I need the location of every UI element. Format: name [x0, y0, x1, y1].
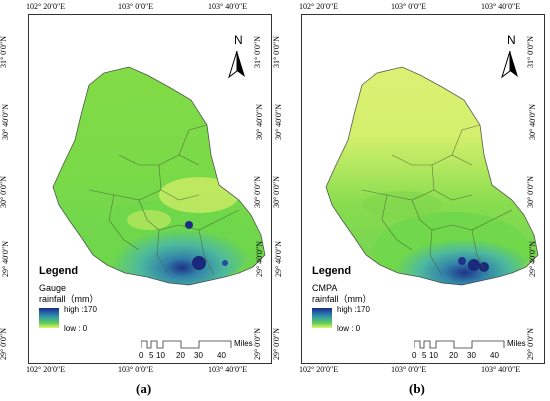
scale-num: 40: [490, 351, 499, 360]
scale-num: 5: [149, 351, 154, 360]
ramp-low-label: low : 0: [64, 324, 88, 333]
legend-title: Legend: [312, 265, 352, 277]
right-lat-label: 29° 40′0″N: [528, 240, 538, 278]
top-lon-label: 103° 0′0″E: [391, 2, 427, 11]
map-frame: N Legend CMPA rainfall（mm） high :170 low…: [301, 14, 545, 364]
bottom-lon-label: 103° 40′0″E: [481, 365, 521, 374]
scale-num: 10: [156, 351, 165, 360]
scale-num: 30: [467, 351, 476, 360]
scale-num: 40: [217, 351, 226, 360]
scale-num: 30: [194, 351, 203, 360]
rainfall-map-gauge: [52, 66, 266, 286]
left-lat-label: 29° 0′0″N: [0, 327, 9, 361]
right-lat-label: 30° 0′0″N: [526, 175, 536, 209]
left-lat-label: 30° 40′0″N: [1, 103, 11, 141]
legend-line-2: rainfall（mm）: [312, 294, 372, 304]
bottom-lon-label: 102° 20′0″E: [299, 365, 339, 374]
panel-label: (b): [409, 381, 425, 396]
panel-label: (a): [136, 381, 152, 396]
map-frame: N Legend Gauge rainfall（mm） high :170 lo…: [28, 14, 272, 364]
right-lat-label: 29° 40′0″N: [255, 240, 265, 278]
north-arrow-icon: [228, 50, 245, 79]
scale-unit: Miles: [234, 339, 253, 348]
left-lat-label: 29° 40′0″N: [1, 240, 11, 278]
right-lat-label: 30° 40′0″N: [528, 103, 538, 141]
right-lat-label: 29° 0′0″N: [253, 327, 263, 361]
scale-num: 10: [429, 351, 438, 360]
left-lat-label: 30° 0′0″N: [0, 175, 9, 209]
north-label: N: [507, 33, 516, 47]
legend-line-1: Gauge: [39, 283, 67, 293]
left-lat-label: 30° 0′0″N: [272, 175, 282, 209]
left-lat-label: 31° 0′0″N: [0, 35, 9, 69]
scale-unit: Miles: [507, 339, 526, 348]
right-lat-label: 30° 40′0″N: [255, 103, 265, 141]
legend-line-1: CMPA: [312, 283, 338, 293]
right-lat-label: 30° 0′0″N: [253, 175, 263, 209]
left-lat-label: 31° 0′0″N: [272, 35, 282, 69]
scale-bar: [414, 340, 505, 349]
right-lat-label: 29° 0′0″N: [526, 327, 536, 361]
map-panel-a: 102° 20′0″E 103° 0′0″E 103° 40′0″E: [0, 0, 275, 401]
scale-num: 0: [139, 351, 144, 360]
right-lat-label: 31° 0′0″N: [526, 35, 536, 69]
scale-num: 5: [422, 351, 427, 360]
left-lat-label: 29° 0′0″N: [272, 327, 282, 361]
map-panel-b: 102° 20′0″E 103° 0′0″E 103° 40′0″E: [272, 0, 548, 401]
color-ramp: [39, 308, 59, 328]
left-lat-label: 29° 40′0″N: [274, 240, 284, 278]
ramp-high-label: high :170: [337, 305, 370, 314]
bottom-lon-label: 103° 0′0″E: [118, 365, 154, 374]
scale-num: 20: [449, 351, 458, 360]
bottom-lon-label: 103° 40′0″E: [208, 365, 248, 374]
top-lon-label: 103° 40′0″E: [208, 2, 248, 11]
legend-line-2: rainfall（mm）: [39, 294, 99, 304]
north-label: N: [234, 33, 243, 47]
scale-bar: [141, 340, 232, 349]
left-lat-label: 30° 40′0″N: [274, 103, 284, 141]
top-lon-label: 102° 20′0″E: [26, 2, 66, 11]
legend-title: Legend: [39, 265, 79, 277]
right-lat-label: 31° 0′0″N: [253, 35, 263, 69]
north-arrow-icon: [501, 50, 518, 79]
bottom-lon-label: 102° 20′0″E: [26, 365, 66, 374]
ramp-low-label: low : 0: [337, 324, 361, 333]
scale-num: 20: [176, 351, 185, 360]
top-lon-label: 102° 20′0″E: [299, 2, 339, 11]
bottom-lon-label: 103° 0′0″E: [391, 365, 427, 374]
ramp-high-label: high :170: [64, 305, 97, 314]
rainfall-map-cmpa: [325, 66, 539, 286]
top-lon-label: 103° 40′0″E: [481, 2, 521, 11]
color-ramp: [312, 308, 332, 328]
top-lon-label: 103° 0′0″E: [118, 2, 154, 11]
scale-num: 0: [412, 351, 417, 360]
